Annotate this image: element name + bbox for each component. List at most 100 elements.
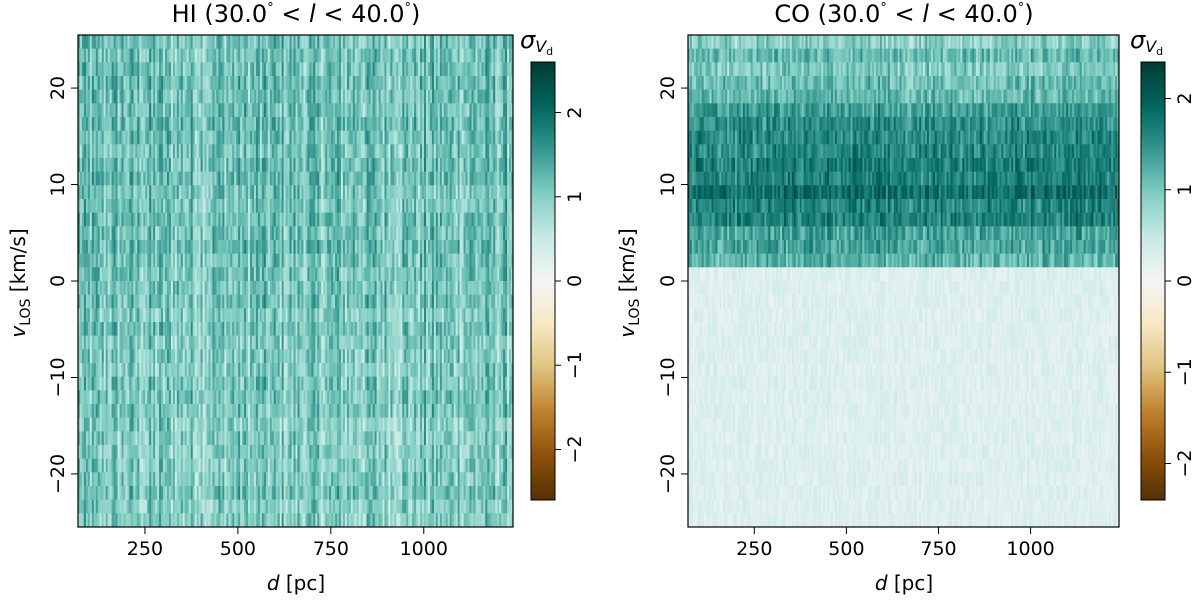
heatmap-cell bbox=[283, 185, 287, 200]
heatmap-cell bbox=[337, 35, 340, 50]
heatmap-cell bbox=[382, 76, 386, 91]
heatmap-cell bbox=[87, 294, 91, 309]
heatmap-cell bbox=[145, 240, 148, 255]
heatmap-cell bbox=[194, 144, 198, 159]
heatmap-cell bbox=[78, 62, 81, 77]
heatmap-cell bbox=[159, 294, 162, 309]
heatmap-cell bbox=[346, 171, 350, 186]
heatmap-cell bbox=[348, 199, 352, 214]
heatmap-cell bbox=[79, 130, 83, 145]
heatmap-cell bbox=[119, 226, 123, 241]
heatmap-cell bbox=[433, 267, 437, 282]
heatmap-cell bbox=[125, 130, 129, 145]
heatmap-cell bbox=[81, 89, 85, 104]
heatmap-cell bbox=[265, 48, 269, 63]
heatmap-cell bbox=[449, 253, 453, 268]
heatmap-cell bbox=[155, 335, 158, 350]
heatmap-cell bbox=[380, 322, 384, 337]
heatmap-cell bbox=[149, 240, 152, 255]
heatmap-cell bbox=[422, 294, 425, 309]
heatmap-cell bbox=[133, 281, 136, 296]
heatmap-cell bbox=[362, 171, 366, 186]
heatmap-cell bbox=[281, 103, 285, 118]
heatmap-cell bbox=[117, 240, 121, 255]
heatmap-cell bbox=[495, 103, 498, 118]
heatmap-cell bbox=[396, 76, 399, 91]
heatmap-cell bbox=[346, 308, 350, 323]
heatmap-cell bbox=[230, 48, 233, 63]
heatmap-cell bbox=[105, 267, 109, 282]
heatmap-cell bbox=[422, 226, 425, 241]
heatmap-cell bbox=[119, 335, 123, 350]
heatmap-cell bbox=[501, 226, 504, 241]
heatmap-cell bbox=[441, 35, 445, 50]
heatmap-cell bbox=[212, 226, 216, 241]
heatmap-cell bbox=[125, 199, 129, 214]
heatmap-cell bbox=[481, 48, 484, 63]
heatmap-cell bbox=[287, 76, 291, 91]
heatmap-cell bbox=[218, 322, 221, 337]
heatmap-cell bbox=[137, 171, 140, 186]
heatmap-cell bbox=[329, 144, 332, 159]
heatmap-cell bbox=[129, 240, 132, 255]
heatmap-cell bbox=[143, 226, 146, 241]
heatmap-cell bbox=[202, 199, 206, 214]
heatmap-cell bbox=[198, 117, 202, 132]
heatmap-cell bbox=[99, 103, 103, 118]
heatmap-cell bbox=[246, 212, 249, 227]
heatmap-cell bbox=[163, 103, 166, 118]
heatmap-cell bbox=[172, 76, 176, 91]
heatmap-cell bbox=[418, 185, 421, 200]
heatmap-cell bbox=[408, 130, 411, 145]
heatmap-cell bbox=[303, 76, 306, 91]
heatmap-cell bbox=[204, 144, 208, 159]
heatmap-cell bbox=[127, 62, 131, 77]
heatmap-cell bbox=[131, 103, 134, 118]
heatmap-cell bbox=[481, 117, 484, 132]
heatmap-cell bbox=[360, 35, 364, 50]
heatmap-cell bbox=[461, 294, 465, 309]
heatmap-cell bbox=[465, 62, 469, 77]
heatmap-cell bbox=[406, 212, 409, 227]
heatmap-cell bbox=[360, 335, 364, 350]
heatmap-cell bbox=[85, 76, 89, 91]
heatmap-cell bbox=[222, 322, 225, 337]
heatmap-cell bbox=[255, 322, 259, 337]
heatmap-cell bbox=[406, 267, 409, 282]
heatmap-cell bbox=[178, 158, 182, 173]
heatmap-cell bbox=[252, 89, 255, 104]
heatmap-cell bbox=[182, 226, 186, 241]
heatmap-cell bbox=[335, 226, 338, 241]
heatmap-cell bbox=[105, 212, 109, 227]
heatmap-cell bbox=[295, 103, 299, 118]
heatmap-cell bbox=[305, 35, 308, 50]
heatmap-cell bbox=[491, 117, 494, 132]
heatmap-cell bbox=[309, 117, 312, 132]
heatmap-cell bbox=[429, 294, 433, 309]
heatmap-cell bbox=[451, 76, 455, 91]
heatmap-cell bbox=[168, 335, 172, 350]
heatmap-cell bbox=[342, 171, 346, 186]
heatmap-cell bbox=[408, 322, 411, 337]
heatmap-cell bbox=[479, 294, 482, 309]
heatmap-cell bbox=[190, 335, 194, 350]
heatmap-cell bbox=[380, 199, 384, 214]
heatmap-cell bbox=[342, 89, 346, 104]
heatmap-cell bbox=[483, 130, 486, 145]
heatmap-cell bbox=[299, 335, 303, 350]
heatmap-cell bbox=[299, 62, 303, 77]
heatmap-cell bbox=[376, 267, 380, 282]
heatmap-cell bbox=[111, 199, 115, 214]
heatmap-cell bbox=[505, 130, 508, 145]
heatmap-cell bbox=[392, 199, 395, 214]
heatmap-cell bbox=[117, 76, 121, 91]
heatmap-cell bbox=[271, 89, 275, 104]
heatmap-cell bbox=[157, 226, 160, 241]
heatmap-cell bbox=[495, 253, 498, 268]
heatmap-cell bbox=[115, 226, 119, 241]
heatmap-cell bbox=[380, 226, 384, 241]
heatmap-cell bbox=[507, 48, 510, 63]
heatmap-cell bbox=[97, 281, 101, 296]
heatmap-cell bbox=[157, 281, 160, 296]
heatmap-cell bbox=[91, 62, 95, 77]
